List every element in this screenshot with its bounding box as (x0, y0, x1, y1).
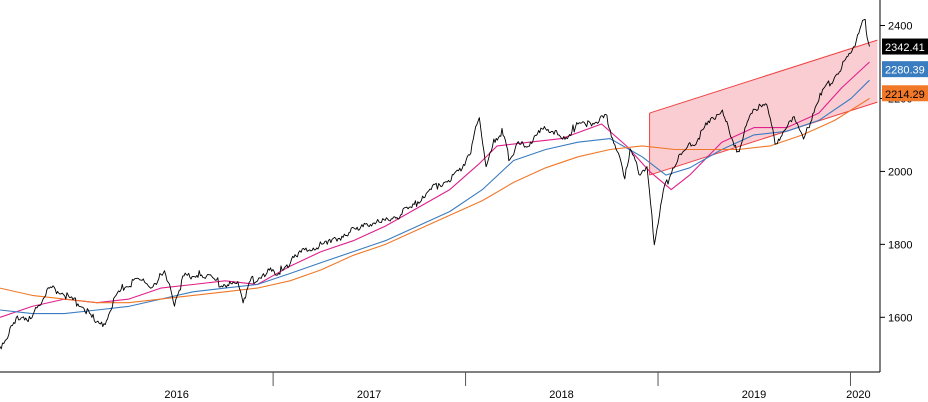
y-tick-label: 2400 (888, 21, 912, 33)
last-value-badge (882, 85, 928, 102)
y-tick-label: 1800 (888, 239, 912, 251)
series-line-price (0, 18, 870, 350)
x-tick-label: 2017 (357, 389, 381, 401)
series-line-ma-long (0, 98, 870, 304)
x-tick-label: 2019 (742, 389, 766, 401)
y-axis: 16001800200022002400 (879, 0, 912, 372)
last-value-labels: 2342.41 2280.39 2214.29 (882, 38, 928, 102)
x-axis: 2016 2017 2018 2019 2020 (0, 371, 880, 401)
last-value-badge (882, 61, 928, 78)
last-value-text: 2280.39 (885, 65, 925, 77)
channel-lower-line (649, 101, 878, 176)
last-value-text: 2342.41 (885, 42, 925, 54)
x-tick-label: 2016 (164, 389, 188, 401)
y-tick-label: 2000 (888, 166, 912, 178)
trend-channel (649, 39, 878, 176)
x-tick-label: 2020 (846, 389, 870, 401)
channel-fill (649, 40, 878, 176)
channel-upper-line (649, 39, 878, 114)
series-layer (0, 18, 870, 350)
last-value-text: 2214.29 (885, 89, 925, 101)
x-tick-label: 2018 (549, 389, 573, 401)
y-tick-label: 1600 (888, 312, 912, 324)
series-line-ma-mid (0, 79, 870, 315)
series-line-ma-short (0, 61, 870, 318)
last-value-badge (882, 38, 928, 55)
